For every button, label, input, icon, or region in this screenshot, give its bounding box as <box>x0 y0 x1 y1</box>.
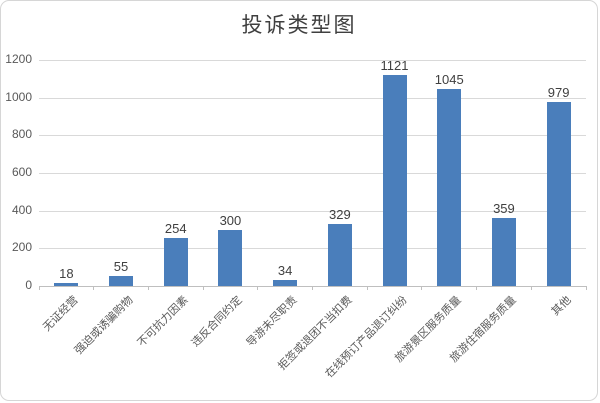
bar <box>218 229 243 286</box>
bar <box>273 279 298 286</box>
y-tick-label: 800 <box>11 127 32 142</box>
x-tick <box>38 286 40 290</box>
y-tick-label: 200 <box>11 240 32 255</box>
y-tick-label: 0 <box>25 278 32 292</box>
bar <box>163 238 188 286</box>
bar <box>54 282 79 286</box>
y-tick-label: 600 <box>11 165 32 179</box>
x-tick <box>585 286 587 290</box>
gridline <box>39 97 586 99</box>
bar <box>437 89 462 286</box>
bar-value-label: 359 <box>493 201 515 217</box>
plot-area: 18 55 254 300 34 329 1121 1045 359 979 <box>38 57 587 290</box>
x-tick <box>312 286 313 290</box>
bar-value-label: 55 <box>113 258 129 274</box>
bar <box>491 218 516 286</box>
bar-value-label: 1045 <box>434 72 464 88</box>
bar-value-label: 1121 <box>380 57 409 73</box>
y-tick-label: 1000 <box>5 89 32 104</box>
x-tick <box>93 286 95 290</box>
bar <box>382 74 407 286</box>
bar <box>546 101 571 286</box>
x-tick <box>202 286 204 290</box>
bar-value-label: 34 <box>277 262 293 278</box>
x-tick <box>257 286 259 290</box>
y-tick-label: 1200 <box>5 52 32 66</box>
bar-value-label: 329 <box>328 207 351 223</box>
x-tick <box>366 286 368 290</box>
bar-value-label: 300 <box>219 212 242 228</box>
x-tick <box>530 286 532 290</box>
gridline <box>39 60 586 61</box>
bar-value-label: 254 <box>164 221 187 237</box>
chart-title: 投诉类型图 <box>241 13 357 37</box>
bar <box>327 224 352 286</box>
y-tick-label: 400 <box>11 202 32 217</box>
bar-value-label: 979 <box>547 84 570 100</box>
x-tick <box>476 286 478 290</box>
gridline <box>39 210 586 212</box>
bar-value-label: 18 <box>59 265 74 281</box>
x-tick <box>147 286 149 290</box>
bar <box>109 275 134 286</box>
gridline <box>39 135 586 137</box>
gridline <box>39 173 586 174</box>
gridline <box>39 248 586 250</box>
x-tick <box>421 286 423 290</box>
